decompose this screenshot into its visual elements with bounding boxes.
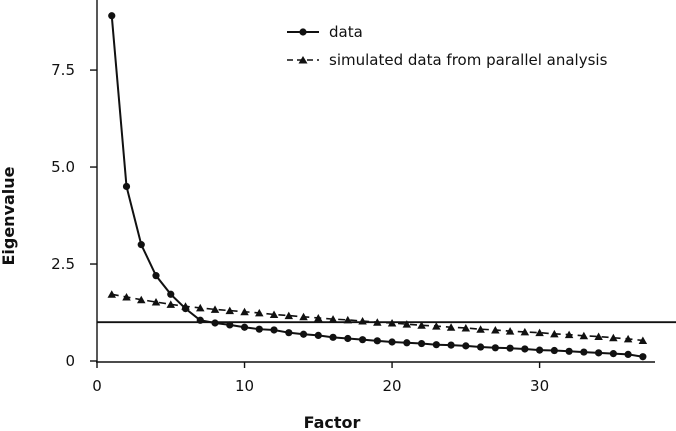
simulated-point <box>432 322 441 330</box>
y-tick-label: 2.5 <box>51 255 75 273</box>
simulated-point <box>387 318 397 327</box>
simulated-point <box>550 329 559 338</box>
data-point <box>417 339 426 348</box>
data-point <box>270 326 278 334</box>
legend: data simulated data from parallel analysi… <box>287 23 608 69</box>
simulated-point <box>461 324 471 332</box>
data-point <box>285 329 293 337</box>
data-point <box>550 346 558 355</box>
simulated-point <box>314 313 323 322</box>
x-tick-label: 20 <box>383 377 402 395</box>
simulated-point <box>225 306 235 315</box>
legend-marker-simulated <box>298 56 308 64</box>
data-point <box>299 330 308 338</box>
data-point <box>521 345 529 353</box>
data-point <box>314 331 322 339</box>
axes: 0 10 20 30 0 2.5 5.0 7.5 <box>51 0 655 395</box>
data-point <box>535 346 544 354</box>
legend-marker-data <box>299 28 307 36</box>
simulated-point <box>343 315 353 324</box>
simulated-point <box>255 308 264 317</box>
x-tick-label: 30 <box>530 377 549 395</box>
data-point <box>373 337 381 345</box>
simulated-point <box>417 321 426 329</box>
simulated-point <box>210 305 220 313</box>
data-point <box>491 344 499 352</box>
simulated-point <box>240 307 249 316</box>
simulated-point <box>594 332 603 341</box>
data-point <box>506 344 514 352</box>
simulated-point <box>520 327 530 336</box>
simulated-point <box>122 292 131 301</box>
simulated-point <box>166 300 176 308</box>
simulated-point <box>196 303 205 312</box>
simulated-series-line <box>111 293 643 342</box>
simulated-point <box>328 315 338 323</box>
data-point <box>344 334 352 343</box>
legend-label-data: data <box>329 23 363 41</box>
simulated-point <box>579 331 589 340</box>
simulated-point <box>402 320 412 328</box>
simulated-point <box>505 327 515 335</box>
simulated-point <box>269 310 279 318</box>
data-point <box>152 272 160 280</box>
simulated-point <box>564 330 574 339</box>
legend-label-simulated: simulated data from parallel analysis <box>329 51 608 69</box>
simulated-point <box>446 323 456 331</box>
simulated-point <box>181 302 190 310</box>
simulated-point <box>151 298 161 306</box>
y-axis-title: Eigenvalue <box>0 166 18 265</box>
data-point <box>196 316 204 324</box>
simulated-point <box>299 312 308 321</box>
simulated-point <box>284 311 294 320</box>
simulated-point <box>491 325 500 334</box>
y-tick-label: 7.5 <box>51 61 75 79</box>
data-point <box>358 336 367 344</box>
data-point <box>240 323 249 331</box>
simulated-point <box>137 295 146 304</box>
data-point <box>639 353 647 361</box>
x-tick-label: 10 <box>235 377 254 395</box>
data-point <box>476 343 485 351</box>
simulated-point <box>638 336 648 344</box>
data-point <box>462 342 470 350</box>
data-point <box>122 182 131 191</box>
data-point <box>388 338 396 346</box>
data-point <box>609 350 617 358</box>
series-group <box>107 12 648 361</box>
simulated-point <box>476 325 485 333</box>
x-axis-title: Factor <box>304 413 361 431</box>
simulated-point <box>623 334 633 343</box>
data-point <box>580 348 588 356</box>
data-point <box>565 347 573 355</box>
data-point <box>403 339 411 347</box>
data-point <box>432 341 440 349</box>
data-point <box>108 12 116 20</box>
x-tick-label: 0 <box>92 377 102 395</box>
simulated-point <box>358 317 367 325</box>
simulated-point <box>373 318 382 326</box>
data-point <box>211 319 219 327</box>
y-tick-label: 5.0 <box>51 158 75 176</box>
data-point <box>137 241 145 249</box>
data-point <box>226 321 234 329</box>
y-tick-label: 0 <box>65 352 75 370</box>
data-point <box>255 325 263 333</box>
data-point <box>329 333 337 341</box>
data-point <box>167 290 175 298</box>
simulated-point <box>107 290 117 298</box>
data-point <box>447 341 455 349</box>
data-point <box>624 350 632 359</box>
simulated-point <box>535 328 544 337</box>
simulated-point <box>609 333 618 342</box>
data-point <box>595 349 603 357</box>
